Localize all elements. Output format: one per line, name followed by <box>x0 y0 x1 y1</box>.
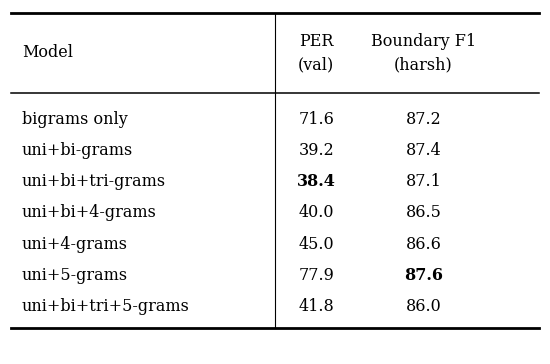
Text: 87.2: 87.2 <box>406 111 441 128</box>
Text: 86.5: 86.5 <box>405 205 442 221</box>
Text: 86.6: 86.6 <box>405 236 442 253</box>
Text: (val): (val) <box>298 56 334 73</box>
Text: 87.4: 87.4 <box>406 142 441 159</box>
Text: 71.6: 71.6 <box>298 111 334 128</box>
Text: 86.0: 86.0 <box>406 298 441 315</box>
Text: (harsh): (harsh) <box>394 56 453 73</box>
Text: uni+bi-grams: uni+bi-grams <box>22 142 133 159</box>
Text: 40.0: 40.0 <box>299 205 334 221</box>
Text: 45.0: 45.0 <box>299 236 334 253</box>
Text: 39.2: 39.2 <box>298 142 334 159</box>
Text: uni+bi+tri+5-grams: uni+bi+tri+5-grams <box>22 298 190 315</box>
Text: 38.4: 38.4 <box>297 173 336 190</box>
Text: 41.8: 41.8 <box>298 298 334 315</box>
Text: Boundary F1: Boundary F1 <box>371 33 476 50</box>
Text: PER: PER <box>299 33 333 50</box>
Text: Model: Model <box>22 44 73 61</box>
Text: uni+4-grams: uni+4-grams <box>22 236 128 253</box>
Text: bigrams only: bigrams only <box>22 111 128 128</box>
Text: uni+5-grams: uni+5-grams <box>22 267 128 284</box>
Text: 87.1: 87.1 <box>405 173 442 190</box>
Text: 87.6: 87.6 <box>404 267 443 284</box>
Text: uni+bi+tri-grams: uni+bi+tri-grams <box>22 173 166 190</box>
Text: uni+bi+4-grams: uni+bi+4-grams <box>22 205 157 221</box>
Text: 77.9: 77.9 <box>298 267 334 284</box>
